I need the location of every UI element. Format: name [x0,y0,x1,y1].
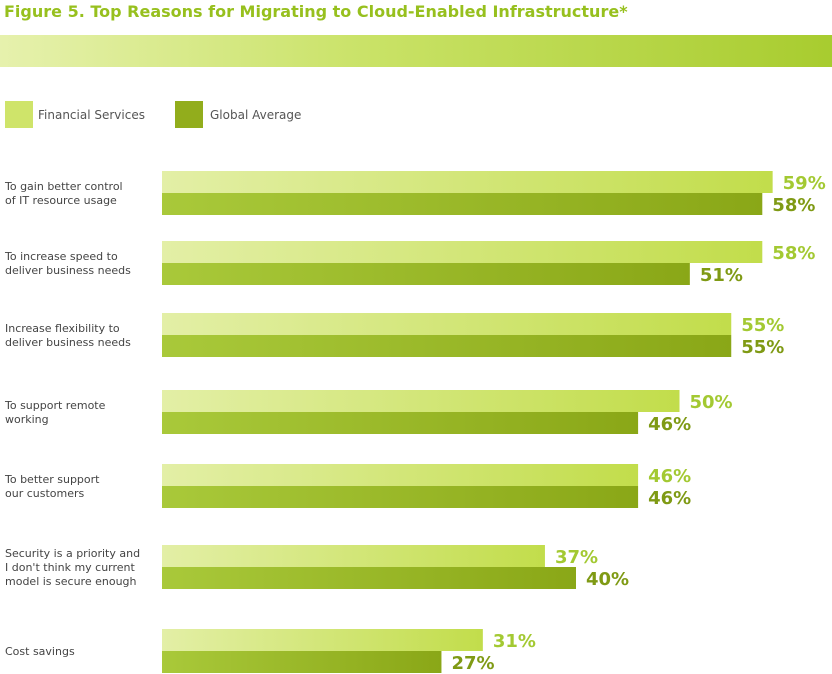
category-label-line: of IT resource usage [5,194,117,207]
value-label-financial-services: 58% [772,243,815,264]
value-label-global-average: 27% [451,653,494,674]
bar-financial-services [162,545,545,567]
legend-swatch-financial-services [5,101,33,128]
chart-title: Figure 5. Top Reasons for Migrating to C… [4,2,628,21]
bar-global-average [162,335,732,357]
category-label-line: To support remote [5,399,106,412]
category-label: To gain better control of IT resource usa… [5,180,155,208]
value-label-global-average: 46% [648,414,691,435]
bar-global-average [162,486,639,508]
category-label-line: Increase flexibility to [5,322,120,335]
category-label-line: deliver business needs [5,264,131,277]
bar-financial-services [162,464,639,486]
value-label-financial-services: 55% [741,315,784,336]
bar-financial-services [162,241,763,263]
value-label-financial-services: 31% [493,631,536,652]
bar-global-average [162,412,639,434]
bar-financial-services [162,313,732,335]
category-label-line: To better support [5,473,100,486]
legend-swatch-global-average [175,101,203,128]
category-label-line: Security is a priority and [5,547,141,560]
category-label-line: Cost savings [5,645,75,658]
value-label-global-average: 58% [772,195,815,216]
bar-global-average [162,193,763,215]
bar-financial-services [162,390,680,412]
title-banner [0,35,832,67]
value-label-global-average: 40% [586,569,629,590]
value-label-financial-services: 37% [555,547,598,568]
category-label: Security is a priority and I don't think … [5,547,155,589]
bar-global-average [162,651,442,673]
category-label: To increase speed to deliver business nee… [5,250,155,278]
category-label-line: deliver business needs [5,336,131,349]
value-label-global-average: 51% [700,265,743,286]
category-label: Increase flexibility to deliver business … [5,322,155,350]
value-label-financial-services: 50% [690,392,733,413]
bar-global-average [162,263,690,285]
category-label: To support remote working [5,399,155,427]
value-label-financial-services: 59% [783,173,826,194]
category-label-line: our customers [5,487,85,500]
category-label: Cost savings [5,645,155,659]
bar-financial-services [162,171,773,193]
value-label-global-average: 55% [741,337,784,358]
category-label-line: To increase speed to [5,250,118,263]
bar-financial-services [162,629,483,651]
category-label-line: I don't think my current [5,561,135,574]
category-label: To better support our customers [5,473,155,501]
legend-label-global-average: Global Average [210,108,302,122]
category-label-line: working [5,413,49,426]
legend-label-financial-services: Financial Services [38,108,145,122]
value-label-global-average: 46% [648,488,691,509]
bar-global-average [162,567,576,589]
category-label-line: model is secure enough [5,575,137,588]
value-label-financial-services: 46% [648,466,691,487]
category-label-line: To gain better control [5,180,123,193]
